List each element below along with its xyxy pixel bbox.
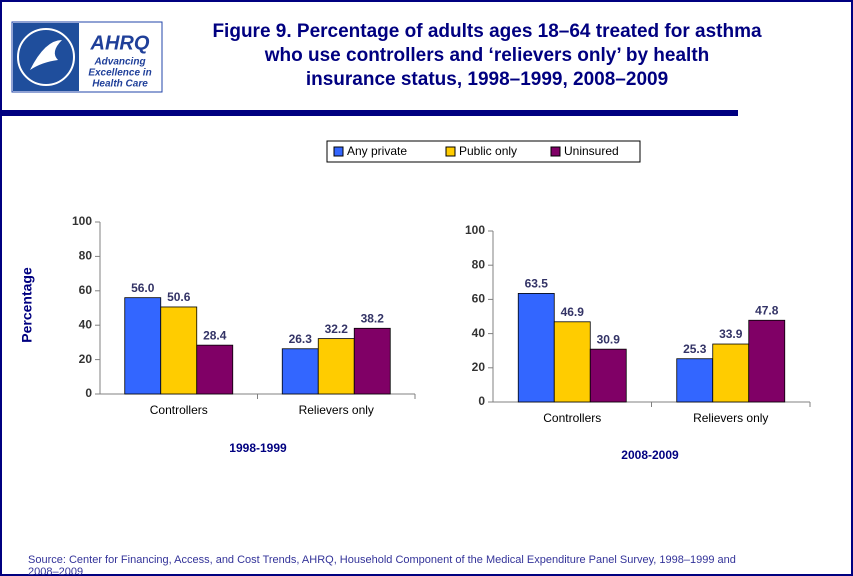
value-label: 56.0	[131, 281, 155, 295]
y-tick-label: 100	[465, 223, 485, 237]
bar	[748, 319, 786, 403]
logo-name: AHRQ	[90, 32, 150, 54]
value-label: 50.6	[167, 290, 191, 304]
y-tick-label: 0	[85, 386, 92, 400]
y-tick-label: 60	[472, 292, 486, 306]
source: Source: Center for Financing, Access, an…	[28, 554, 736, 566]
header-rule	[0, 110, 738, 116]
y-axis-label: Percentage	[19, 267, 35, 343]
logo: AHRQ Advancing Excellence in Health Care	[11, 21, 163, 93]
value-label: 32.2	[325, 322, 349, 336]
bar	[124, 297, 162, 395]
logo-tagline: Advancing	[93, 57, 145, 68]
bar	[553, 321, 591, 403]
legend-label: Uninsured	[564, 144, 619, 158]
y-tick-label: 40	[472, 326, 486, 340]
y-tick-label: 20	[472, 360, 486, 374]
logo-tagline: Excellence in	[88, 68, 151, 79]
bar	[676, 358, 714, 403]
value-label: 33.9	[719, 327, 743, 341]
x-tick-label: Relievers only	[299, 403, 374, 417]
legend	[326, 140, 641, 163]
y-tick-label: 80	[79, 249, 93, 263]
value-label: 25.3	[683, 342, 707, 356]
value-label: 63.5	[525, 277, 549, 291]
bar	[353, 327, 391, 395]
period-label: 2008-2009	[621, 448, 679, 462]
y-tick-label: 60	[79, 283, 93, 297]
bar	[589, 348, 627, 403]
title: Figure 9. Percentage of adults ages 18–6…	[212, 21, 762, 42]
value-label: 38.2	[361, 311, 385, 325]
value-label: 30.9	[597, 332, 621, 346]
y-tick-label: 100	[72, 214, 92, 228]
value-label: 26.3	[289, 332, 313, 346]
title: insurance status, 1998–1999, 2008–2009	[306, 69, 668, 90]
value-label: 47.8	[755, 303, 779, 317]
legend-label: Public only	[459, 144, 517, 158]
x-tick-label: Controllers	[150, 403, 208, 417]
seal-eagle	[30, 40, 62, 70]
logo-tagline: Health Care	[92, 79, 148, 90]
y-tick-label: 40	[79, 317, 93, 331]
bar	[517, 293, 555, 403]
legend-label: Any private	[347, 144, 407, 158]
y-tick-label: 20	[79, 352, 93, 366]
legend-swatch	[550, 146, 561, 157]
bar	[712, 343, 750, 403]
x-tick-label: Controllers	[543, 411, 601, 425]
bar	[160, 306, 198, 395]
value-label: 46.9	[561, 305, 585, 319]
title: who use controllers and ‘relievers only’…	[264, 45, 710, 66]
value-label: 28.4	[203, 328, 227, 342]
bar	[317, 338, 355, 395]
legend-swatch	[333, 146, 344, 157]
y-tick-label: 80	[472, 257, 486, 271]
bar	[196, 344, 234, 395]
period-label: 1998-1999	[229, 441, 287, 455]
x-tick-label: Relievers only	[693, 411, 768, 425]
source: 2008–2009	[28, 566, 83, 576]
legend-swatch	[445, 146, 456, 157]
y-tick-label: 0	[478, 394, 485, 408]
seal-ring	[17, 28, 75, 86]
bar	[281, 348, 319, 395]
